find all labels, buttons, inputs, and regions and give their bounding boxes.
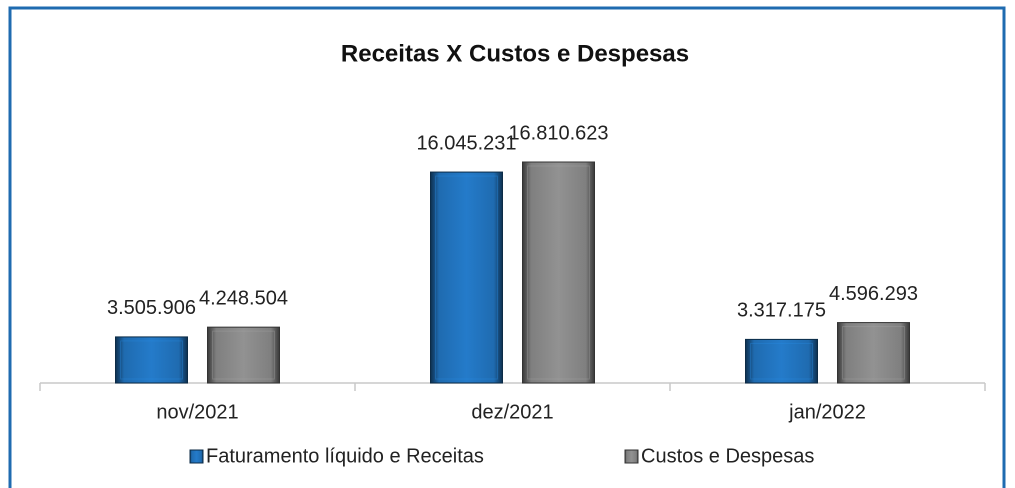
bar bbox=[430, 171, 503, 384]
value-label: 16.810.623 bbox=[508, 122, 608, 144]
value-label: 3.317.175 bbox=[737, 300, 826, 322]
bar bbox=[115, 336, 188, 384]
value-label: 3.505.906 bbox=[107, 297, 196, 319]
value-label: 16.045.231 bbox=[416, 132, 516, 154]
bar-bevel bbox=[527, 165, 590, 380]
bar bbox=[207, 326, 280, 384]
bar bbox=[837, 322, 910, 384]
bar-bevel bbox=[750, 342, 813, 380]
bar bbox=[745, 338, 818, 384]
value-label: 4.596.293 bbox=[829, 283, 918, 305]
legend-swatch bbox=[624, 449, 639, 464]
bar-bevel bbox=[212, 330, 275, 380]
frame bbox=[8, 6, 1006, 488]
bar-bevel bbox=[120, 340, 183, 380]
legend-label: Faturamento líquido e Receitas bbox=[206, 445, 484, 467]
chart-title: Receitas X Custos e Despesas bbox=[341, 40, 689, 67]
x-tick-label: jan/2022 bbox=[788, 401, 866, 423]
legend-swatch bbox=[189, 449, 204, 464]
x-tick-label: dez/2021 bbox=[471, 401, 553, 423]
bar-bevel bbox=[435, 175, 498, 380]
bar-bevel bbox=[842, 326, 905, 380]
value-label: 4.248.504 bbox=[199, 287, 288, 309]
legend-label: Custos e Despesas bbox=[641, 445, 814, 467]
bar bbox=[522, 161, 595, 384]
x-tick-label: nov/2021 bbox=[156, 401, 238, 423]
